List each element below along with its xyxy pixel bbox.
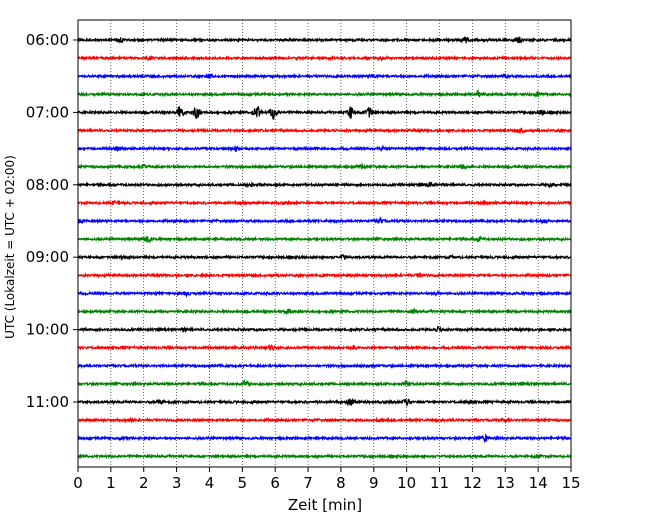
x-tick-label-5: 5: [238, 474, 248, 492]
y-tick-label-2: 08:00: [26, 176, 69, 194]
trace-0700: [77, 105, 572, 121]
trace-0600: [77, 36, 572, 44]
x-axis-ticks: 0 1 2 3 4 5 6 7 8 9 10 11 12 13 14 15: [73, 467, 581, 492]
trace-0900: [77, 253, 572, 261]
x-tick-label-6: 6: [270, 474, 280, 492]
trace-0630: [77, 72, 572, 80]
trace-1130: [77, 432, 572, 444]
trace-0730: [78, 144, 572, 153]
trace-0645: [77, 88, 572, 98]
trace-layer: [77, 36, 572, 460]
trace-0845: [77, 235, 572, 244]
trace-1045: [77, 379, 572, 388]
trace-0945: [77, 307, 572, 316]
x-tick-label-15: 15: [561, 474, 580, 492]
trace-0915: [77, 271, 572, 279]
y-tick-label-1: 07:00: [26, 103, 69, 121]
trace-0745: [77, 162, 572, 171]
y-axis-ticks: 06:00 07:00 08:00 09:00 10:00 11:00: [26, 31, 78, 411]
trace-1030: [77, 362, 572, 370]
x-tick-label-9: 9: [369, 474, 379, 492]
x-tick-label-7: 7: [303, 474, 313, 492]
x-axis-label: Zeit [min]: [288, 496, 362, 514]
x-tick-label-3: 3: [172, 474, 182, 492]
trace-0930: [77, 289, 572, 299]
trace-1115: [77, 416, 572, 425]
x-tick-label-12: 12: [463, 474, 482, 492]
x-tick-label-4: 4: [205, 474, 215, 492]
x-tick-label-2: 2: [139, 474, 149, 492]
trace-0715: [77, 127, 572, 135]
x-tick-label-11: 11: [430, 474, 449, 492]
trace-1145: [77, 452, 572, 460]
plot-frame: [77, 19, 572, 468]
trace-1100: [77, 397, 572, 407]
x-tick-label-14: 14: [529, 474, 548, 492]
x-tick-label-0: 0: [73, 474, 83, 492]
trace-1015: [77, 343, 572, 352]
trace-0800: [77, 181, 572, 189]
y-tick-label-3: 09:00: [26, 248, 69, 266]
trace-0815: [77, 199, 572, 207]
y-tick-label-0: 06:00: [26, 31, 69, 49]
y-axis-label: UTC (Lokalzeit = UTC + 02:00): [3, 155, 17, 339]
grid-layer: [110, 20, 539, 467]
trace-1000: [77, 325, 572, 334]
x-tick-label-10: 10: [397, 474, 416, 492]
y-tick-label-5: 11:00: [26, 393, 69, 411]
trace-0615: [77, 54, 572, 63]
x-tick-label-1: 1: [106, 474, 116, 492]
y-tick-label-4: 10:00: [26, 321, 69, 339]
trace-0830: [77, 216, 572, 225]
x-tick-label-13: 13: [496, 474, 515, 492]
x-tick-label-8: 8: [336, 474, 346, 492]
